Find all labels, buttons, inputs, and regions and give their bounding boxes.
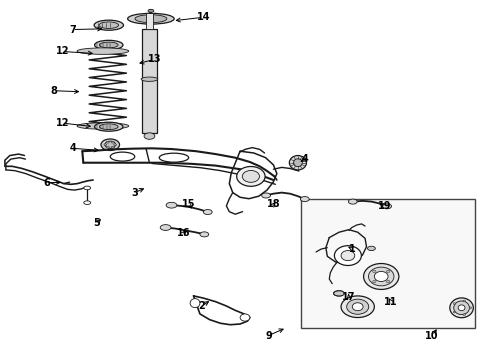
- Ellipse shape: [84, 201, 91, 204]
- Bar: [301, 199, 475, 328]
- Text: 6: 6: [43, 177, 50, 188]
- Ellipse shape: [111, 146, 114, 148]
- Ellipse shape: [200, 232, 209, 237]
- Text: 2: 2: [198, 301, 205, 311]
- Ellipse shape: [348, 199, 357, 204]
- Ellipse shape: [453, 303, 456, 305]
- Text: 4: 4: [69, 143, 76, 153]
- Ellipse shape: [368, 246, 375, 251]
- Ellipse shape: [84, 186, 91, 190]
- Ellipse shape: [368, 267, 394, 286]
- Ellipse shape: [99, 124, 118, 130]
- Ellipse shape: [364, 264, 399, 289]
- Ellipse shape: [190, 299, 200, 307]
- Text: 5: 5: [94, 218, 100, 228]
- Ellipse shape: [453, 311, 456, 313]
- Ellipse shape: [289, 156, 307, 170]
- Ellipse shape: [469, 307, 471, 309]
- Ellipse shape: [94, 20, 123, 30]
- Ellipse shape: [294, 159, 302, 167]
- Text: 15: 15: [182, 199, 196, 210]
- Ellipse shape: [135, 15, 167, 23]
- Ellipse shape: [95, 122, 123, 131]
- Ellipse shape: [77, 123, 129, 129]
- Ellipse shape: [160, 225, 171, 230]
- Ellipse shape: [114, 144, 117, 145]
- Ellipse shape: [334, 291, 344, 296]
- Ellipse shape: [159, 153, 189, 162]
- Text: 13: 13: [147, 54, 161, 64]
- Text: 17: 17: [342, 292, 356, 302]
- Text: 14: 14: [196, 12, 210, 22]
- Ellipse shape: [387, 280, 390, 283]
- Ellipse shape: [105, 141, 116, 148]
- Bar: [146, 13, 153, 29]
- Text: 12: 12: [56, 118, 70, 128]
- Ellipse shape: [383, 204, 392, 209]
- Ellipse shape: [106, 146, 109, 148]
- Ellipse shape: [374, 271, 388, 282]
- Ellipse shape: [341, 251, 355, 261]
- Ellipse shape: [104, 144, 107, 145]
- Ellipse shape: [262, 193, 270, 198]
- Ellipse shape: [372, 270, 376, 273]
- Text: 8: 8: [50, 86, 57, 96]
- Ellipse shape: [300, 197, 309, 202]
- Ellipse shape: [106, 141, 109, 143]
- Ellipse shape: [240, 314, 250, 321]
- Ellipse shape: [99, 22, 119, 28]
- Ellipse shape: [148, 9, 154, 12]
- Ellipse shape: [166, 202, 177, 208]
- Ellipse shape: [237, 166, 265, 186]
- Ellipse shape: [101, 139, 120, 150]
- Ellipse shape: [99, 42, 118, 48]
- Ellipse shape: [454, 301, 469, 315]
- Ellipse shape: [141, 77, 158, 81]
- Text: 16: 16: [177, 228, 191, 238]
- Ellipse shape: [95, 40, 123, 50]
- Ellipse shape: [111, 141, 114, 143]
- Ellipse shape: [110, 152, 135, 161]
- Text: 7: 7: [69, 24, 76, 35]
- Text: 9: 9: [265, 330, 272, 341]
- Text: 4: 4: [301, 154, 308, 164]
- Ellipse shape: [144, 133, 155, 139]
- Ellipse shape: [352, 303, 363, 311]
- Text: 1: 1: [349, 244, 356, 254]
- Bar: [142, 29, 157, 133]
- Ellipse shape: [463, 300, 465, 302]
- Ellipse shape: [127, 13, 174, 24]
- Text: 11: 11: [384, 297, 398, 307]
- Text: 12: 12: [56, 46, 70, 57]
- Ellipse shape: [463, 314, 465, 316]
- Text: 10: 10: [425, 330, 439, 341]
- Ellipse shape: [387, 270, 390, 273]
- Ellipse shape: [347, 299, 368, 314]
- Ellipse shape: [372, 280, 376, 283]
- Text: 19: 19: [378, 201, 392, 211]
- Ellipse shape: [334, 246, 362, 266]
- Ellipse shape: [458, 305, 465, 311]
- Ellipse shape: [203, 210, 212, 215]
- Ellipse shape: [341, 296, 374, 318]
- Text: 3: 3: [131, 188, 138, 198]
- Text: 18: 18: [267, 199, 280, 210]
- Ellipse shape: [242, 171, 260, 182]
- Ellipse shape: [450, 298, 473, 318]
- Ellipse shape: [77, 48, 129, 54]
